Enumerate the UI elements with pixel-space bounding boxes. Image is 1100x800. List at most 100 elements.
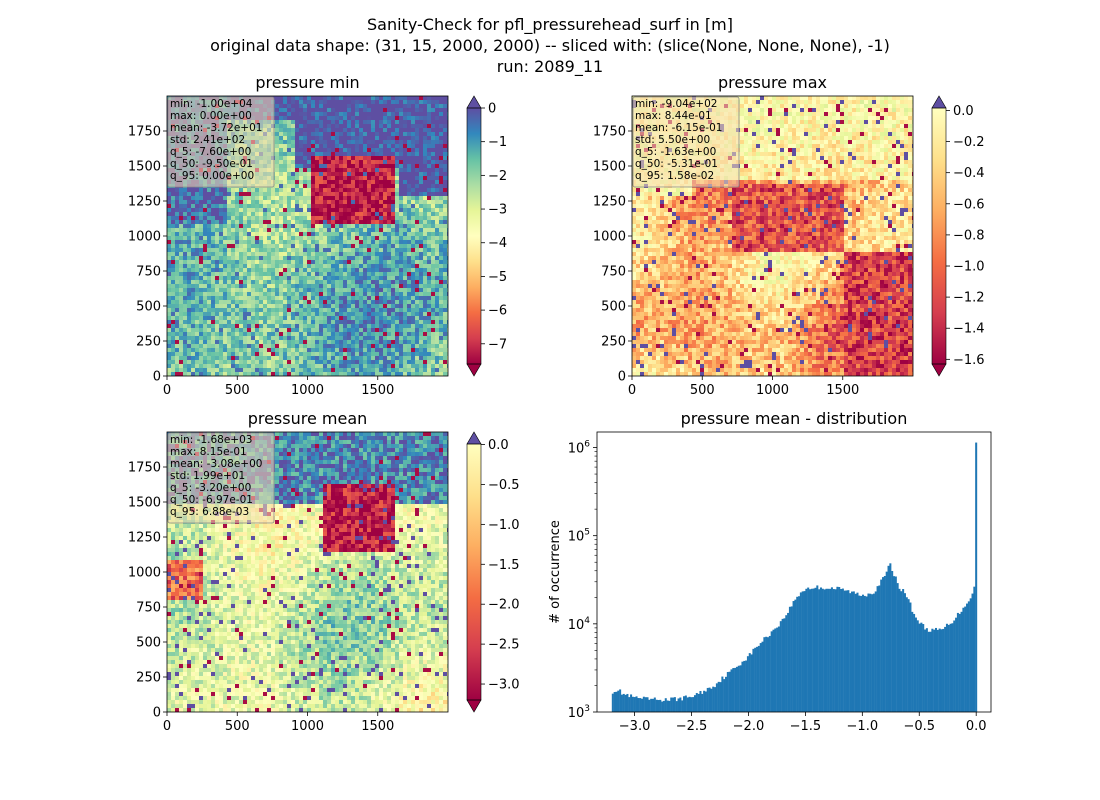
heatmap-cell bbox=[367, 160, 371, 164]
heatmap-cell bbox=[427, 144, 431, 148]
heatmap-cell bbox=[215, 248, 219, 252]
heatmap-cell bbox=[211, 368, 215, 372]
heatmap-cell bbox=[379, 212, 383, 216]
heatmap-cell bbox=[415, 340, 419, 344]
heatmap-cell bbox=[219, 332, 223, 336]
heatmap-cell bbox=[443, 368, 447, 372]
heatmap-cell bbox=[215, 340, 219, 344]
heatmap-cell bbox=[323, 256, 327, 260]
heatmap-cell bbox=[223, 224, 227, 228]
heatmap-cell bbox=[291, 344, 295, 348]
heatmap-cell bbox=[375, 308, 379, 312]
heatmap-cell bbox=[403, 152, 407, 156]
heatmap-cell bbox=[231, 328, 235, 332]
heatmap-cell bbox=[239, 252, 243, 256]
heatmap-cell bbox=[347, 192, 351, 196]
heatmap-cell bbox=[311, 308, 315, 312]
heatmap-cell bbox=[283, 368, 287, 372]
heatmap-cell bbox=[339, 192, 343, 196]
heatmap-cell bbox=[191, 188, 195, 192]
heatmap-cell bbox=[415, 108, 419, 112]
heatmap-cell bbox=[407, 284, 411, 288]
heatmap-cell bbox=[215, 220, 219, 224]
heatmap-cell bbox=[331, 332, 335, 336]
heatmap-cell bbox=[311, 104, 315, 108]
heatmap-cell bbox=[295, 280, 299, 284]
heatmap-cell bbox=[411, 156, 415, 160]
heatmap-cell bbox=[187, 300, 191, 304]
heatmap-cell bbox=[211, 244, 215, 248]
heatmap-cell bbox=[287, 268, 291, 272]
heatmap-cell bbox=[227, 244, 231, 248]
heatmap-cell bbox=[419, 340, 423, 344]
heatmap-cell bbox=[319, 240, 323, 244]
heatmap-cell bbox=[211, 196, 215, 200]
heatmap-cell bbox=[367, 144, 371, 148]
heatmap-cell bbox=[399, 200, 403, 204]
heatmap-cell bbox=[271, 368, 275, 372]
heatmap-cell bbox=[439, 180, 443, 184]
heatmap-cell bbox=[231, 224, 235, 228]
heatmap-cell bbox=[279, 132, 283, 136]
heatmap-cell bbox=[231, 352, 235, 356]
heatmap-cell bbox=[215, 312, 219, 316]
heatmap-cell bbox=[359, 168, 363, 172]
heatmap-cell bbox=[435, 240, 439, 244]
heatmap-cell bbox=[359, 120, 363, 124]
heatmap-cell bbox=[347, 276, 351, 280]
heatmap-cell bbox=[207, 324, 211, 328]
heatmap-cell bbox=[231, 336, 235, 340]
heatmap-cell bbox=[383, 256, 387, 260]
heatmap-cell bbox=[439, 312, 443, 316]
heatmap-cell bbox=[343, 216, 347, 220]
heatmap-cell bbox=[295, 148, 299, 152]
heatmap-cell bbox=[271, 360, 275, 364]
heatmap-cell bbox=[307, 332, 311, 336]
heatmap-cell bbox=[167, 284, 171, 288]
heatmap-cell bbox=[367, 368, 371, 372]
heatmap-cell bbox=[323, 136, 327, 140]
heatmap-cell bbox=[315, 252, 319, 256]
heatmap-cell bbox=[275, 360, 279, 364]
heatmap-cell bbox=[283, 184, 287, 188]
heatmap-cell bbox=[251, 364, 255, 368]
heatmap-cell bbox=[355, 236, 359, 240]
heatmap-cell bbox=[431, 140, 435, 144]
heatmap-cell bbox=[207, 208, 211, 212]
heatmap-cell bbox=[407, 312, 411, 316]
heatmap-cell bbox=[223, 284, 227, 288]
heatmap-cell bbox=[179, 360, 183, 364]
heatmap-cell bbox=[291, 160, 295, 164]
heatmap-cell bbox=[355, 156, 359, 160]
heatmap-cell bbox=[255, 308, 259, 312]
heatmap-cell bbox=[175, 212, 179, 216]
heatmap-cell bbox=[299, 176, 303, 180]
heatmap-cell bbox=[223, 328, 227, 332]
heatmap-cell bbox=[443, 100, 447, 104]
heatmap-cell bbox=[175, 312, 179, 316]
heatmap-cell bbox=[419, 364, 423, 368]
heatmap-cell bbox=[187, 224, 191, 228]
heatmap-cell bbox=[319, 252, 323, 256]
heatmap-cell bbox=[423, 268, 427, 272]
heatmap-cell bbox=[411, 192, 415, 196]
heatmap-cell bbox=[231, 216, 235, 220]
heatmap-cell bbox=[435, 348, 439, 352]
heatmap-cell bbox=[307, 260, 311, 264]
heatmap-cell bbox=[395, 352, 399, 356]
heatmap-cell bbox=[379, 156, 383, 160]
heatmap-cell bbox=[363, 204, 367, 208]
heatmap-cell bbox=[299, 356, 303, 360]
heatmap-cell bbox=[315, 236, 319, 240]
heatmap-cell bbox=[339, 196, 343, 200]
heatmap-cell bbox=[175, 280, 179, 284]
heatmap-cell bbox=[367, 164, 371, 168]
heatmap-cell bbox=[399, 264, 403, 268]
heatmap-cell bbox=[387, 304, 391, 308]
heatmap-cell bbox=[435, 216, 439, 220]
heatmap-cell bbox=[171, 336, 175, 340]
heatmap-cell bbox=[187, 260, 191, 264]
heatmap-cell bbox=[427, 140, 431, 144]
heatmap-cell bbox=[219, 284, 223, 288]
heatmap-cell bbox=[379, 340, 383, 344]
